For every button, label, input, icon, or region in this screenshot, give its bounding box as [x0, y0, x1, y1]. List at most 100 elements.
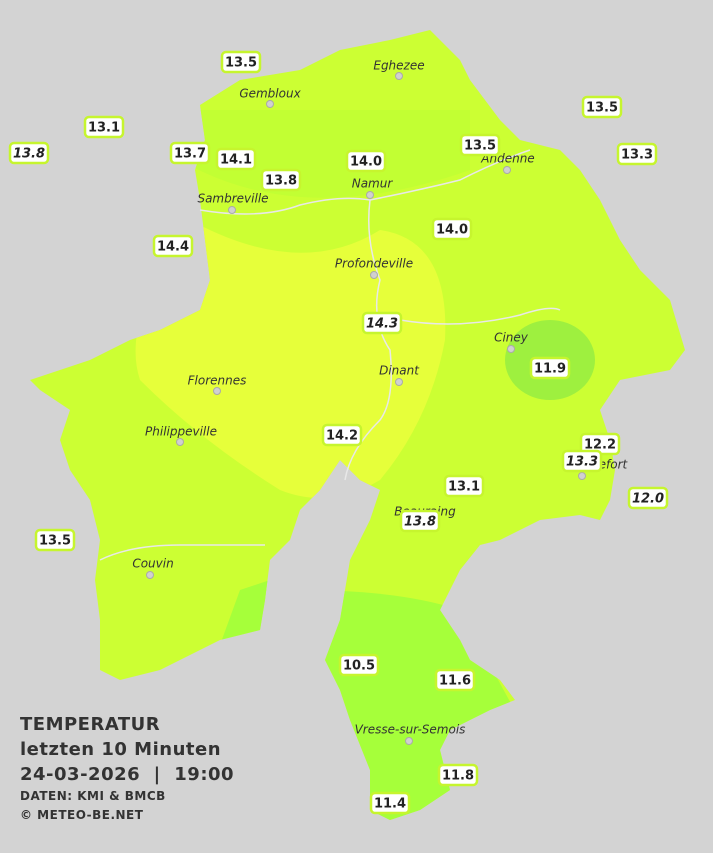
station-value: 13.8: [265, 174, 297, 189]
station-box: [220, 50, 262, 74]
city-dot: [176, 438, 184, 446]
station-value: 13.3: [566, 455, 598, 470]
station-box: [431, 217, 473, 241]
station: 13.8: [260, 168, 302, 192]
city-dot: [228, 206, 236, 214]
station-box: [616, 142, 658, 166]
station-box: [529, 356, 571, 380]
city-dot: [213, 387, 221, 395]
source: DATEN: KMI & BMCB: [20, 789, 166, 803]
station-value: 14.2: [326, 429, 358, 444]
city-dot: [507, 345, 515, 353]
station: 14.3: [361, 311, 403, 335]
station-value: 13.3: [621, 148, 653, 163]
city-label: Dinant: [379, 364, 420, 378]
station-box: [581, 95, 623, 119]
station: 11.6: [434, 668, 476, 692]
city-label: Eghezee: [373, 59, 424, 73]
station-value: 14.3: [366, 317, 398, 332]
station: 10.5: [338, 653, 380, 677]
station-box: [345, 149, 387, 173]
station: 14.0: [431, 217, 473, 241]
city-dot: [503, 166, 511, 174]
timestamp: 24-03-2026 | 19:00: [20, 764, 235, 785]
station-value: 13.5: [225, 56, 257, 71]
station-box: [321, 423, 363, 447]
station-box: [8, 141, 50, 165]
city-label: Vresse-sur-Semois: [355, 723, 466, 737]
station-box: [83, 115, 125, 139]
legend: TEMPERATUR letzten 10 Minuten 24-03-2026…: [20, 712, 234, 825]
station-box: [437, 763, 479, 787]
station: 14.1: [215, 147, 257, 171]
station-value: 14.0: [436, 223, 468, 238]
station-value: 13.5: [586, 101, 618, 116]
station-value: 13.7: [174, 147, 206, 162]
rivers: [99, 149, 561, 561]
city-label: Florennes: [188, 374, 247, 388]
city-dot: [578, 472, 586, 480]
station-value: 11.8: [442, 769, 474, 784]
city-dot: [146, 571, 154, 579]
station-box: [399, 509, 441, 533]
station-box: [369, 791, 411, 815]
copyright: © METEO-BE.NET: [20, 808, 144, 822]
station-value: 11.4: [374, 797, 406, 812]
station: 11.4: [369, 791, 411, 815]
station: 13.5: [459, 133, 501, 157]
station: 13.3: [616, 142, 658, 166]
station-box: [561, 449, 603, 473]
station: 13.8: [399, 509, 441, 533]
city-dot: [395, 378, 403, 386]
city-label: Namur: [352, 177, 394, 191]
station-box: [434, 668, 476, 692]
station-box: [338, 653, 380, 677]
station-value: 13.8: [13, 147, 45, 162]
station: 12.0: [627, 486, 669, 510]
station-value: 11.6: [439, 674, 471, 689]
station-value: 13.1: [448, 480, 480, 495]
station-box: [627, 486, 669, 510]
station-value: 11.9: [534, 362, 566, 377]
city-dot: [405, 737, 413, 745]
station-box: [443, 474, 485, 498]
station-value: 10.5: [343, 659, 375, 674]
station-value: 13.1: [88, 121, 120, 136]
station-box: [260, 168, 302, 192]
station: 14.0: [345, 149, 387, 173]
city-label: Profondeville: [335, 257, 413, 271]
station: 14.4: [152, 234, 194, 258]
station: 13.3: [561, 449, 603, 473]
station-value: 14.4: [157, 240, 189, 255]
station-value: 13.5: [39, 534, 71, 549]
station: 13.5: [220, 50, 262, 74]
station: 13.7: [169, 141, 211, 165]
station-box: [361, 311, 403, 335]
city-label: Philippeville: [145, 425, 217, 439]
station: 14.2: [321, 423, 363, 447]
city-dot: [366, 191, 374, 199]
station: 12.2: [579, 432, 621, 456]
station: 13.8: [8, 141, 50, 165]
station-box: [34, 528, 76, 552]
station-value: 13.5: [464, 139, 496, 154]
station: 11.8: [437, 763, 479, 787]
station: 13.5: [34, 528, 76, 552]
city-label: Ciney: [494, 331, 529, 345]
station-box: [169, 141, 211, 165]
station: 13.1: [83, 115, 125, 139]
station-value: 14.1: [220, 153, 252, 168]
station-value: 14.0: [350, 155, 382, 170]
city-dot: [395, 72, 403, 80]
city-label: Gembloux: [239, 87, 301, 101]
station: 13.1: [443, 474, 485, 498]
station-box: [459, 133, 501, 157]
station-value: 12.2: [584, 438, 616, 453]
station-box: [215, 147, 257, 171]
city-dot: [266, 100, 274, 108]
station: 13.5: [581, 95, 623, 119]
title: TEMPERATUR: [20, 714, 161, 735]
station-box: [152, 234, 194, 258]
